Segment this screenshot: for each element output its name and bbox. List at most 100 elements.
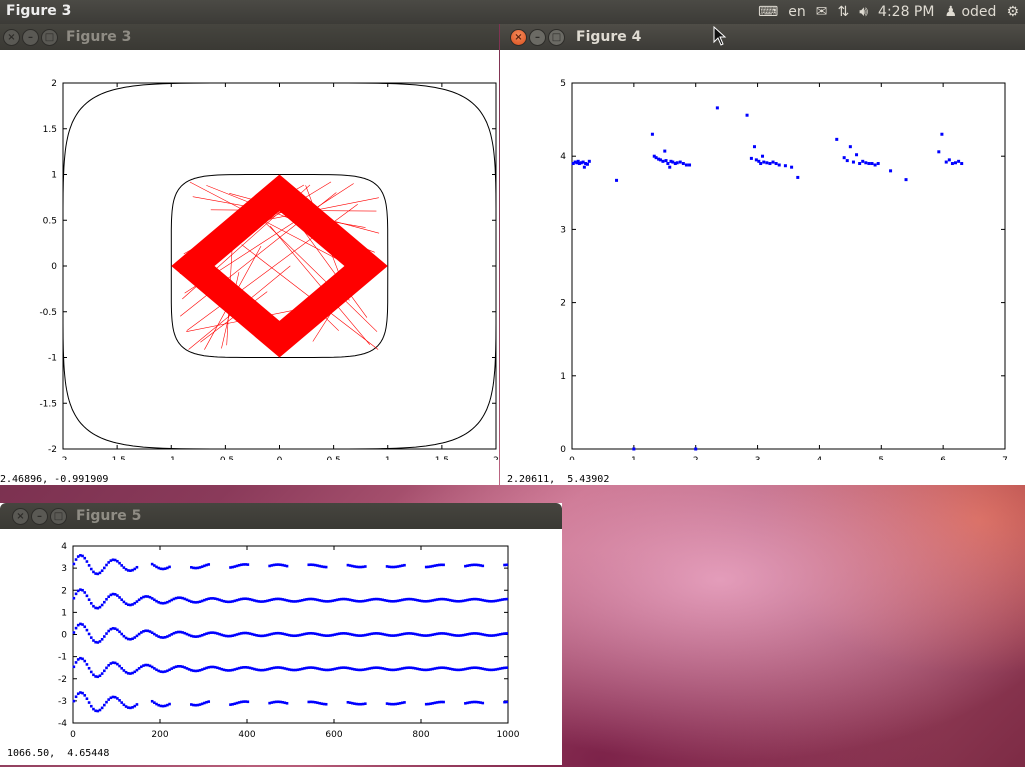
close-icon[interactable]: × [3,29,20,46]
data-point [340,597,343,601]
data-point [240,563,243,567]
data-point [498,598,502,602]
figure5-canvas[interactable]: 0 200 400 600 800 1000 4 3 2 1 0 -1 -2 -3 -4 1066.50, … [1,529,561,764]
power-gear-icon[interactable]: ⚙ [1006,4,1019,20]
data-point [335,632,339,636]
data-point [81,588,84,592]
data-point [444,598,448,601]
trajectory-line [180,192,337,317]
data-point [353,565,356,568]
trajectory-line [189,181,363,273]
data-point [277,631,280,635]
data-point [487,599,491,603]
data-point [153,632,156,636]
data-point [176,630,180,634]
x-tick-label: 600 [325,730,342,740]
mail-icon[interactable]: ✉ [815,4,828,20]
data-point [361,634,365,637]
data-point [266,668,269,671]
data-point [248,666,252,670]
data-point [235,598,239,602]
data-point [81,691,84,695]
figure3-titlebar[interactable]: × – □ Figure 3 [0,24,499,50]
maximize-icon[interactable]: □ [548,29,565,46]
data-point [318,633,321,636]
trajectory-line [206,185,375,253]
data-point [429,668,432,671]
data-point [390,599,393,603]
data-point [472,563,476,567]
data-point [466,667,469,670]
data-point [411,666,415,670]
data-point [229,634,232,638]
keyboard-layout-indicator[interactable]: en [788,4,806,20]
data-point [340,666,343,670]
data-point [346,632,350,636]
mouse-pointer-icon [713,26,727,46]
figure4-canvas[interactable]: 0 1 2 3 4 5 6 7 5 4 3 2 1 0 2.20611, 5.43902 [500,50,1025,485]
data-point [168,565,171,569]
close-icon[interactable]: × [12,508,29,525]
clock[interactable]: 4:28 PM [878,4,935,20]
network-icon[interactable]: ⇅ [837,4,850,20]
data-point [437,632,441,635]
data-point [765,161,769,165]
data-point [681,162,685,166]
data-point [427,565,430,569]
data-point [196,703,200,707]
x-tick-label: 4 [817,456,823,460]
y-tick-label: 1 [560,372,566,382]
data-point [207,631,211,635]
data-point [74,558,78,561]
figure5-titlebar[interactable]: × – □ Figure 5 [0,503,562,529]
data-point [416,633,419,636]
data-point [429,565,432,568]
data-point [364,565,367,568]
data-point [107,561,110,564]
data-point [144,595,147,598]
data-point [168,702,171,706]
data-point [487,634,491,637]
minimize-icon[interactable]: – [529,29,546,46]
data-point [437,700,441,704]
data-point [116,662,119,666]
volume-icon[interactable]: 🔊︎ [859,4,869,20]
minimize-icon[interactable]: – [31,508,48,525]
data-point [348,667,352,670]
data-point [146,663,150,667]
figure3-canvas[interactable]: -2 -1.5 -1 -0.5 0 0.5 1 1.5 2 2 1.5 1 0.5 0 -0.5 -1 -1.5… [0,50,499,485]
data-point [279,700,282,704]
figure4-titlebar[interactable]: × – □ Figure 4 [500,24,1025,50]
user-menu[interactable]: ♟ oded [944,4,996,20]
data-point [268,667,271,671]
data-point [109,662,113,665]
data-point [292,634,295,638]
maximize-icon[interactable]: □ [50,508,67,525]
data-point [435,563,439,567]
data-point [218,667,221,670]
data-point [200,633,204,637]
x-tick-label: -0.5 [217,456,235,460]
maximize-icon[interactable]: □ [41,29,58,46]
data-point [244,700,247,703]
x-tick-label: -1.5 [108,456,126,460]
data-point [652,154,656,158]
data-point [298,599,302,603]
close-icon[interactable]: × [510,29,527,46]
data-point [745,113,749,117]
data-point [405,666,408,670]
data-point [668,165,672,169]
data-point [357,600,361,603]
minimize-icon[interactable]: – [22,29,39,46]
trajectory-line [183,184,305,255]
keyboard-icon[interactable]: ⌨ [758,4,779,20]
data-point [437,666,441,670]
data-point [359,634,363,637]
data-point [348,701,352,705]
data-point [135,565,139,569]
data-point [263,599,267,603]
data-point [400,701,404,705]
data-point [835,137,839,141]
data-point [405,632,408,635]
data-point [320,565,324,568]
